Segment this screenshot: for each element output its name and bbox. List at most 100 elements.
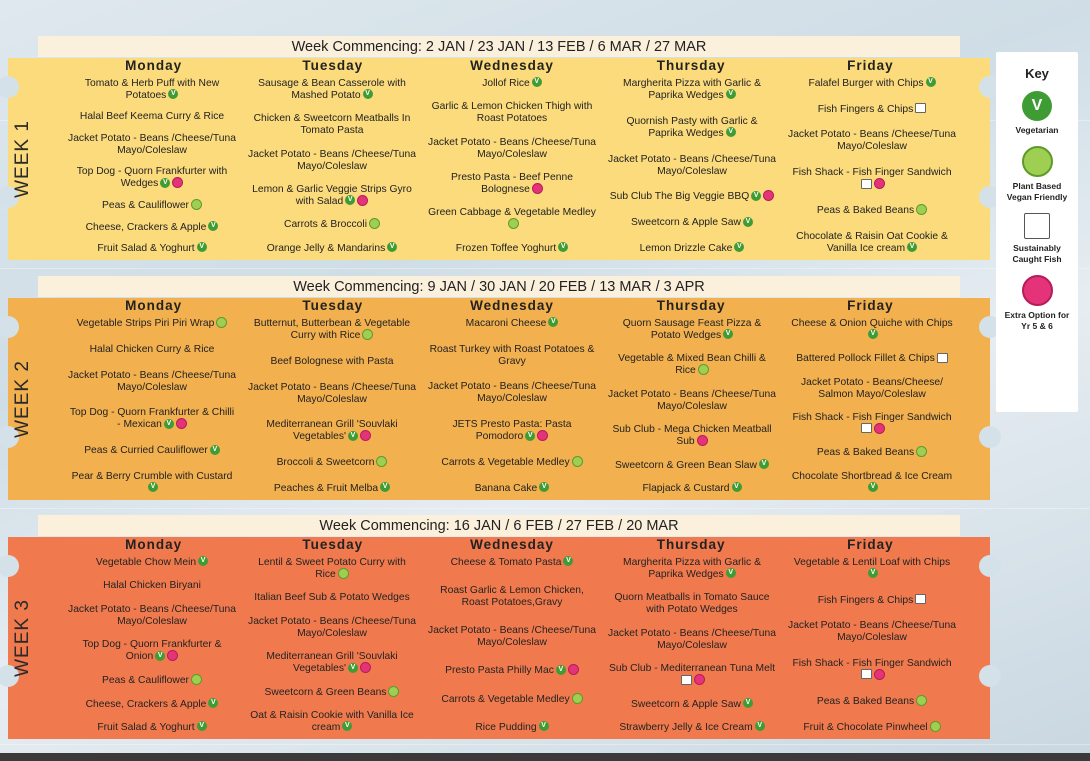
menu-item-text: Jacket Potato - Beans /Cheese/Tuna Mayo/… [428,381,596,405]
menu-item: Chocolate & Raisin Oat Cookie & Vanilla … [788,230,956,256]
menu-item-text: Peas & Cauliflower [102,675,189,687]
menu-item: Peas & Baked Beans [788,204,956,218]
menu-item-text: Margherita Pizza with Garlic & Paprika W… [623,78,761,101]
vegetarian-icon: V [525,430,536,441]
plant-based-icon [376,456,388,468]
menu-column-tuesday: Sausage & Bean Casserole with Mashed Pot… [244,75,420,256]
week-label: WEEK 3 [12,599,33,677]
week-commencing-header: Week Commencing: 9 JAN / 30 JAN / 20 FEB… [38,276,960,297]
menu-item: Jacket Potato - Beans /Cheese/Tuna Mayo/… [68,132,236,158]
key-label-plant-based: Plant Based Vegan Friendly [1006,181,1068,202]
menu-item: Jacket Potato - Beans /Cheese/Tuna Mayo/… [428,136,596,162]
menu-item-text: Sweetcorn & Green Beans [264,686,387,698]
ticket-notch [0,426,19,448]
menu-column-thursday: Margherita Pizza with Garlic & Paprika W… [604,554,780,735]
menu-item-text: Battered Pollock Fillet & Chips [796,353,935,365]
key-label-extra-option: Extra Option for Yr 5 & 6 [1004,310,1070,331]
menu-item: Sub Club - Mediterranean Tuna Melt [608,662,776,688]
menu-item: Fruit Salad & Yoghurt V [68,242,236,256]
menu-item-text: Cheese & Onion Quiche with Chips [791,318,953,329]
menu-item: Rice Pudding V [428,721,596,735]
plant-based-icon [362,329,374,340]
vegetarian-icon: V [538,721,549,732]
menu-item: Jacket Potato - Beans /Cheese/Tuna Mayo/… [428,624,596,650]
day-header-wednesday: Wednesday [470,298,554,313]
menu-column-monday: Tomato & Herb Puff with New Potatoes V Hal… [64,75,240,256]
plant-based-icon [571,456,583,468]
menu-item-text: Jacket Potato - Beans /Cheese/Tuna Mayo/… [248,148,416,172]
menu-item-text: Peas & Baked Beans [816,205,915,217]
menu-item-text: Flapjack & Custard [642,483,730,494]
plant-based-icon [388,685,400,697]
menu-item: Jacket Potato - Beans /Cheese/Tuna Mayo/… [68,369,236,395]
day-header-monday: Monday [125,537,183,552]
menu-item: Chocolate Shortbread & Ice CreamV [788,470,956,496]
vegetarian-icon: V [558,242,569,253]
week-side-label: WEEK 3 [8,537,38,739]
extra-option-icon [359,662,371,674]
menu-item: Sub Club - Mega Chicken Meatball Sub [608,423,776,449]
menu-item-text: Jacket Potato - Beans /Cheese/Tuna Mayo/… [68,369,236,393]
vegetarian-icon: V [163,418,174,429]
plant-based-icon [368,218,380,230]
plant-based-icon [916,204,928,216]
menu-item-text: Chicken & Sweetcorn Meatballs In Tomato … [253,113,411,137]
menu-item: Sausage & Bean Casserole with Mashed Pot… [248,77,416,103]
menu-item: Jacket Potato - Beans/Cheese/ Salmon May… [788,376,956,402]
vegetarian-icon: V [725,568,736,579]
menu-item: Fish Shack - Fish Finger Sandwich [788,657,956,683]
week-commencing-header: Week Commencing: 2 JAN / 23 JAN / 13 FEB… [38,36,960,57]
plant-based-icon [216,317,228,328]
menu-item-text: Vegetable & Lentil Loaf with Chips [793,557,951,568]
menu-item-text: Carrots & Vegetable Medley [441,693,570,705]
menu-item-text: Pear & Berry Crumble with Custard [71,470,233,482]
menu-item: Top Dog - Quorn Frankfurter with Wedges V [68,165,236,191]
vegetarian-icon: V [751,190,762,201]
menu-item: Cheese & Onion Quiche with ChipsV [788,317,956,343]
menu-item: Garlic & Lemon Chicken Thigh with Roast … [428,100,596,126]
vegetarian-icon: V [868,568,878,579]
menu-item-text: Fish Fingers & Chips [817,594,914,606]
ticket-notch [0,665,19,687]
menu-item: Cheese, Crackers & Apple V [68,697,236,712]
extra-option-icon [172,177,184,189]
menu-item: Fish Shack - Fish Finger Sandwich [788,166,956,192]
vegetarian-icon: V [196,242,207,253]
menu-column-tuesday: Lentil & Sweet Potato Curry with Rice Ita… [244,554,420,735]
menu-item-text: Sub Club - Mediterranean Tuna Melt [609,663,775,675]
sustainable-fish-icon [681,674,692,685]
menu-item-text: Butternut, Butterbean & Vegetable Curry … [253,318,411,342]
extra-option-icon [874,178,885,190]
key-label-vegetarian: Vegetarian [1015,125,1059,135]
menu-item: Falafel Burger with Chips V [788,77,956,91]
plant-based-icon [929,720,941,732]
vegetarian-icon: V [555,664,566,675]
week-side-label: WEEK 2 [8,298,38,500]
ticket-notch [0,555,19,577]
menu-item-text: Jacket Potato - Beans/Cheese/ Salmon May… [801,376,943,400]
week-panel-background [8,537,990,739]
menu-item-text: Garlic & Lemon Chicken Thigh with Roast … [431,101,593,125]
menu-column-friday: Vegetable & Lentil Loaf with ChipsV Fish … [784,554,960,735]
menu-item-text: Macaroni Cheese [465,318,547,329]
week-side-label: WEEK 1 [8,58,38,260]
menu-item: Jacket Potato - Beans /Cheese/Tuna Mayo/… [608,627,776,653]
menu-item: Oat & Raisin Cookie with Vanilla Ice cre… [248,709,416,735]
menu-item: Cheese & Tomato Pasta V [428,556,596,570]
menu-item: Jacket Potato - Beans /Cheese/Tuna Mayo/… [608,388,776,414]
menu-item-text: Sub Club - Mega Chicken Meatball Sub [612,424,772,448]
menu-item: Lentil & Sweet Potato Curry with Rice [248,556,416,582]
menu-item: Strawberry Jelly & Ice Cream V [608,721,776,735]
menu-item-text: Top Dog - Quorn Frankfurter & Chilli - M… [69,407,235,431]
day-headers: Monday Tuesday Wednesday Thursday Friday [64,536,960,554]
vegetarian-icon: V [347,430,358,441]
plant-based-icon [337,568,349,579]
menu-item: Mediterranean Grill 'Souvlaki Vegetables… [248,418,416,444]
menu-column-tuesday: Butternut, Butterbean & Vegetable Curry … [244,315,420,496]
extra-option-icon [357,194,369,206]
vegetarian-icon: V [723,329,734,340]
vegetarian-icon: V [209,444,220,455]
menu-item: Flapjack & Custard V [608,482,776,496]
menu-item-text: Top Dog - Quorn Frankfurter with Wedges [76,166,228,190]
menu-item-text: Banana Cake [474,482,538,494]
